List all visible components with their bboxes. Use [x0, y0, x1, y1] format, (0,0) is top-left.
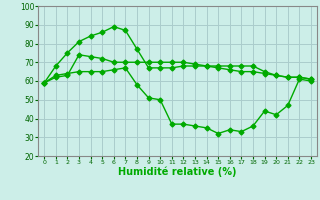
X-axis label: Humidité relative (%): Humidité relative (%) [118, 167, 237, 177]
